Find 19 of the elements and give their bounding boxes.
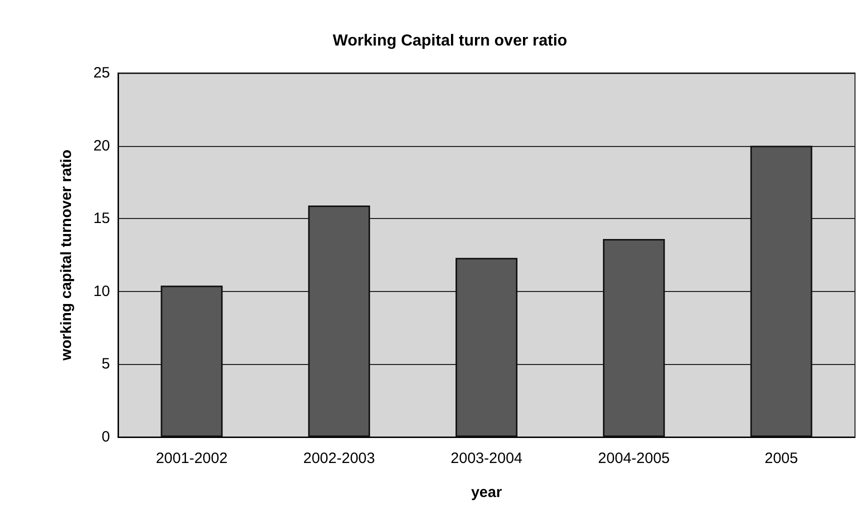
y-tick-label: 25 <box>93 64 110 82</box>
y-tick-label: 5 <box>102 356 110 373</box>
bar <box>308 205 370 437</box>
y-axis-title: working capital turnover ratio <box>58 150 75 362</box>
y-tick-label: 0 <box>102 428 110 446</box>
x-tick-label: 2005 <box>764 450 798 467</box>
x-tick-label: 2003-2004 <box>450 450 522 467</box>
y-tick-label: 15 <box>93 210 110 228</box>
x-tick-label: 2002-2003 <box>303 450 375 467</box>
x-tick-label: 2001-2002 <box>156 450 228 467</box>
chart-title: Working Capital turn over ratio <box>332 32 568 50</box>
bar <box>456 258 518 437</box>
bar <box>160 286 223 437</box>
x-axis-title: year <box>471 484 502 501</box>
bar <box>750 146 812 437</box>
y-tick-label: 20 <box>93 137 110 154</box>
x-tick-label: 2004-2005 <box>598 450 670 467</box>
bar <box>602 238 665 437</box>
y-tick-label: 10 <box>93 282 110 300</box>
